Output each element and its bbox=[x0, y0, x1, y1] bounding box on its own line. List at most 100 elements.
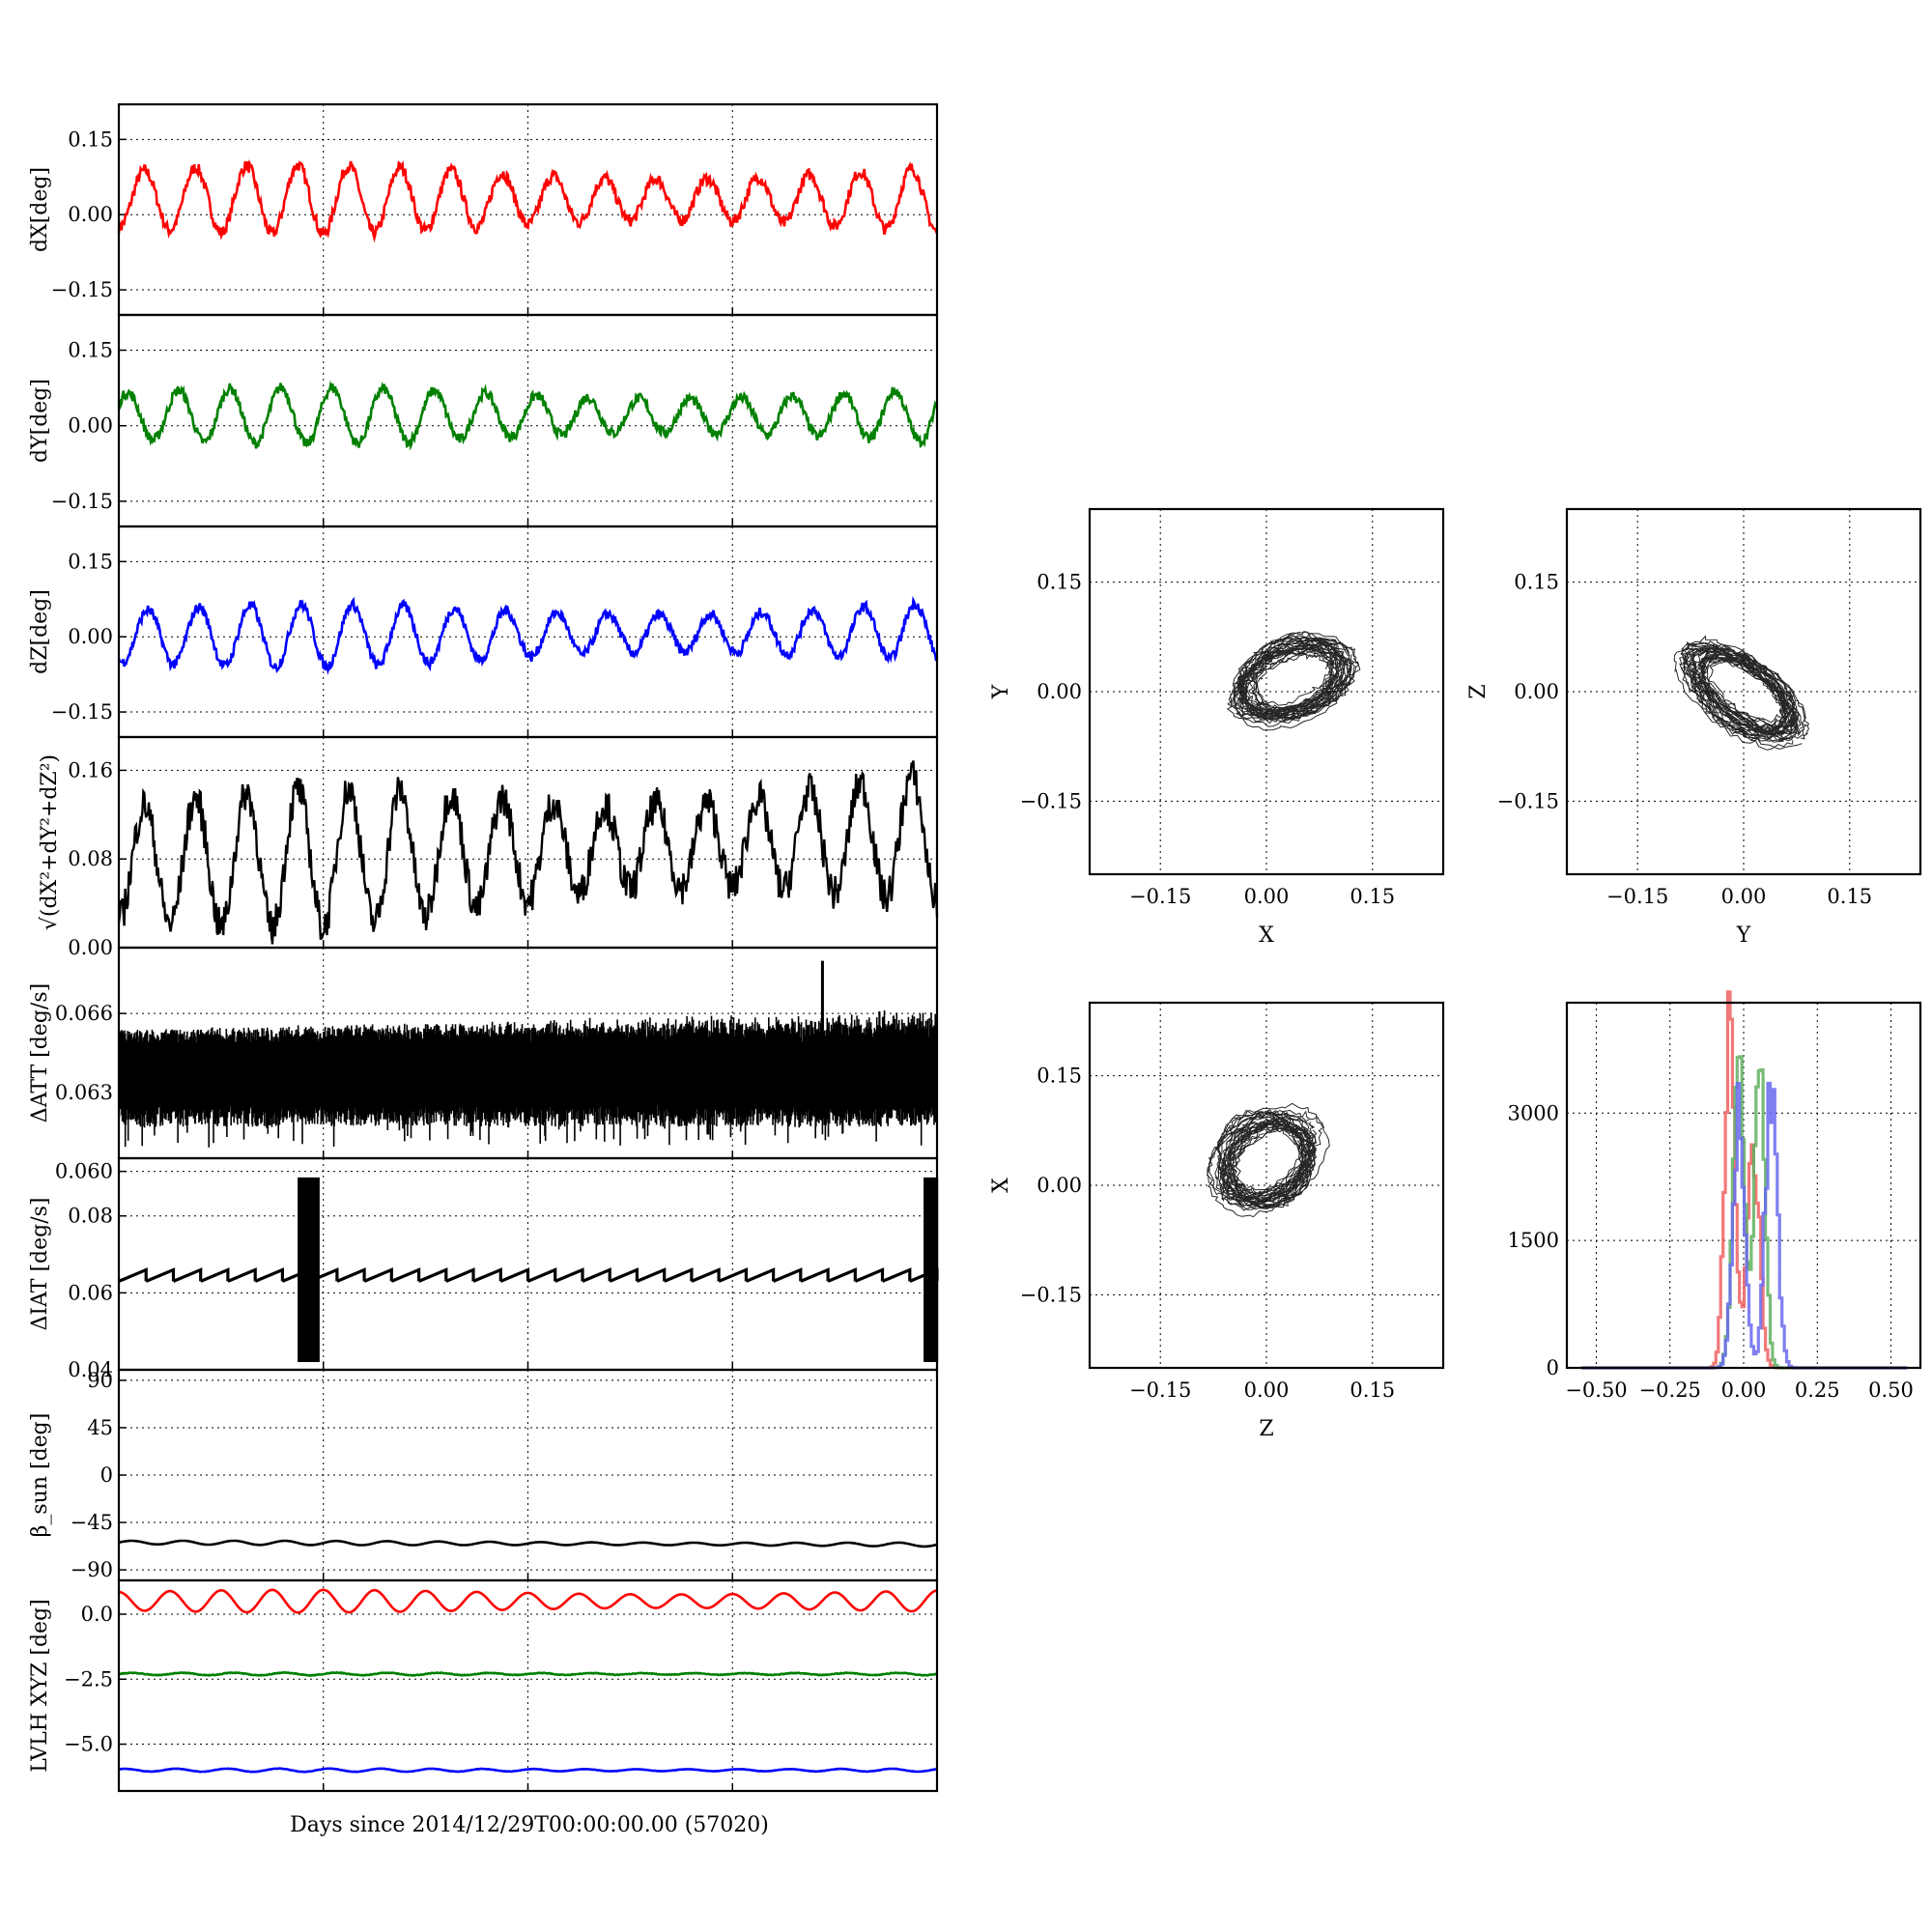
hist-x-tick-label: 0.50 bbox=[1868, 1378, 1914, 1402]
yz-y-axis-label: Z bbox=[1466, 684, 1491, 698]
chart-mag: 0.00 0.08 0.16 √(dX²+dY²+dZ²) bbox=[38, 735, 939, 959]
yz-orbit-trace bbox=[1673, 635, 1809, 751]
xy-orbit-trace bbox=[1226, 630, 1361, 731]
datt-series bbox=[118, 1009, 938, 1148]
chart-dz: −0.15 0.00 0.15 dZ[deg] bbox=[28, 525, 939, 739]
mag-y-axis-label: √(dX²+dY²+dZ²) bbox=[38, 754, 62, 930]
xy-x-tick-label: 0.00 bbox=[1244, 885, 1290, 908]
chart-lvlh: −5.0 −2.5 0.0 LVLH XYZ [deg] bbox=[28, 1578, 939, 1793]
lvlh-y-tick-label: 0.0 bbox=[81, 1603, 113, 1626]
dx-y-axis-label: dX[deg] bbox=[28, 167, 52, 252]
zx-y-tick-label: −0.15 bbox=[1020, 1283, 1082, 1306]
chart-zx: −0.15 −0.15 0.00 0.00 0.15 0.15 Z X bbox=[989, 1001, 1445, 1441]
chart-dy: −0.15 0.00 0.15 dY[deg] bbox=[28, 313, 939, 528]
dy-y-tick-label: −0.15 bbox=[51, 490, 113, 513]
xy-x-axis-label: X bbox=[1259, 923, 1274, 948]
dx-y-tick-label: 0.00 bbox=[68, 203, 113, 226]
chart-diat: 0.04 0.06 0.08 ΔIAT [deg/s] bbox=[28, 1156, 939, 1381]
hist-y-tick-label: 0 bbox=[1547, 1356, 1559, 1379]
lvlh-y-tick-label: −2.5 bbox=[64, 1667, 113, 1690]
xy-frame bbox=[1088, 507, 1445, 876]
mag-series-0 bbox=[117, 760, 939, 945]
hist-frame bbox=[1565, 1001, 1922, 1370]
zx-y-tick-label: 0.15 bbox=[1037, 1065, 1082, 1088]
beta-y-tick-label: −45 bbox=[71, 1511, 113, 1534]
dz-y-tick-label: 0.00 bbox=[68, 625, 113, 648]
dx-y-tick-label: 0.15 bbox=[68, 128, 113, 151]
beta-y-tick-label: 45 bbox=[87, 1416, 113, 1439]
chart-xy: −0.15 −0.15 0.00 0.00 0.15 0.15 X Y bbox=[989, 507, 1445, 948]
dz-y-tick-label: −0.15 bbox=[51, 700, 113, 724]
lvlh-y-tick-label: −5.0 bbox=[64, 1733, 113, 1756]
yz-y-tick-label: −0.15 bbox=[1497, 789, 1559, 812]
yz-frame bbox=[1565, 507, 1922, 876]
dy-y-tick-label: 0.15 bbox=[68, 339, 113, 362]
zx-orbit-trace bbox=[1207, 1102, 1330, 1218]
hist-x-tick-label: −0.25 bbox=[1639, 1378, 1701, 1402]
diat-y-tick-label: 0.08 bbox=[68, 1205, 113, 1228]
mag-y-tick-label: 0.16 bbox=[68, 758, 113, 781]
xy-y-tick-label: 0.00 bbox=[1037, 680, 1082, 703]
dz-y-axis-label: dZ[deg] bbox=[28, 589, 52, 674]
hist-x-tick-label: 0.00 bbox=[1721, 1378, 1767, 1402]
xy-x-tick-label: 0.15 bbox=[1350, 885, 1395, 908]
yz-y-tick-label: 0.15 bbox=[1514, 571, 1559, 594]
chart-beta: −90 −45 0 45 90 β_sun [deg] bbox=[28, 1368, 939, 1582]
lvlh-series-X bbox=[118, 1588, 937, 1614]
zx-y-axis-label: X bbox=[989, 1178, 1013, 1193]
lvlh-series-Y bbox=[118, 1670, 937, 1677]
hist-y-tick-label: 1500 bbox=[1508, 1229, 1559, 1252]
xy-y-axis-label: Y bbox=[989, 684, 1013, 699]
xy-y-tick-label: −0.15 bbox=[1020, 789, 1082, 812]
diat-burst bbox=[923, 1177, 939, 1362]
lvlh-y-axis-label: LVLH XYZ [deg] bbox=[28, 1599, 52, 1773]
dx-y-tick-label: −0.15 bbox=[51, 278, 113, 301]
chart-yz: −0.15 −0.15 0.00 0.00 0.15 0.15 Y Z bbox=[1466, 507, 1922, 948]
dy-series-0 bbox=[117, 380, 939, 451]
lvlh-frame bbox=[117, 1578, 939, 1793]
zx-x-tick-label: 0.00 bbox=[1244, 1378, 1290, 1402]
lvlh-series-Z bbox=[118, 1767, 938, 1774]
datt-y-tick-label: 0.066 bbox=[55, 1002, 113, 1025]
zx-y-tick-label: 0.00 bbox=[1037, 1174, 1082, 1197]
beta-y-tick-label: 0 bbox=[100, 1463, 113, 1487]
dy-y-tick-label: 0.00 bbox=[68, 414, 113, 438]
hist-x-tick-label: −0.50 bbox=[1565, 1378, 1627, 1402]
zx-x-tick-label: 0.15 bbox=[1350, 1378, 1395, 1402]
hist-series-Z bbox=[1581, 1081, 1907, 1370]
yz-x-tick-label: 0.15 bbox=[1827, 885, 1872, 908]
diat-burst bbox=[298, 1177, 320, 1362]
beta-series-0 bbox=[118, 1539, 938, 1548]
hist-y-tick-label: 3000 bbox=[1508, 1101, 1559, 1124]
chart-hist: −0.50 −0.25 0.00 0.25 0.50 0 1500 3000 bbox=[1508, 990, 1922, 1402]
mag-y-tick-label: 0.00 bbox=[68, 936, 113, 959]
dx-series-0 bbox=[117, 158, 939, 243]
datt-y-tick-label: 0.063 bbox=[55, 1081, 113, 1104]
beta-y-axis-label: β_sun [deg] bbox=[28, 1413, 52, 1538]
diat-y-tick-label: 0.06 bbox=[68, 1281, 113, 1304]
yz-x-axis-label: Y bbox=[1736, 923, 1751, 948]
diat-y-tick-label: 0.04 bbox=[68, 1358, 113, 1381]
xy-x-tick-label: −0.15 bbox=[1129, 885, 1191, 908]
figure-x-axis-label: Days since 2014/12/29T00:00:00.00 (57020… bbox=[290, 1813, 769, 1837]
datt-y-axis-label: ΔATT [deg/s] bbox=[28, 983, 52, 1122]
yz-y-tick-label: 0.00 bbox=[1514, 680, 1559, 703]
diat-y-axis-label: ΔIAT [deg/s] bbox=[28, 1198, 52, 1331]
datt-band bbox=[121, 1042, 935, 1062]
hist-x-tick-label: 0.25 bbox=[1795, 1378, 1840, 1402]
diat-series bbox=[118, 1267, 939, 1283]
dz-series-0 bbox=[117, 595, 939, 675]
beta-y-tick-label: −90 bbox=[71, 1558, 113, 1581]
dz-y-tick-label: 0.15 bbox=[68, 550, 113, 573]
xy-y-tick-label: 0.15 bbox=[1037, 571, 1082, 594]
mag-y-tick-label: 0.08 bbox=[68, 847, 113, 870]
yz-x-tick-label: 0.00 bbox=[1721, 885, 1767, 908]
chart-dx: −0.15 0.00 0.15 dX[deg] bbox=[28, 102, 939, 317]
dy-y-axis-label: dY[deg] bbox=[28, 379, 52, 463]
yz-x-tick-label: −0.15 bbox=[1606, 885, 1668, 908]
datt-y-tick-label: 0.060 bbox=[55, 1160, 113, 1183]
beta-y-tick-label: 90 bbox=[87, 1369, 113, 1392]
zx-x-tick-label: −0.15 bbox=[1129, 1378, 1191, 1402]
zx-frame bbox=[1088, 1001, 1445, 1370]
